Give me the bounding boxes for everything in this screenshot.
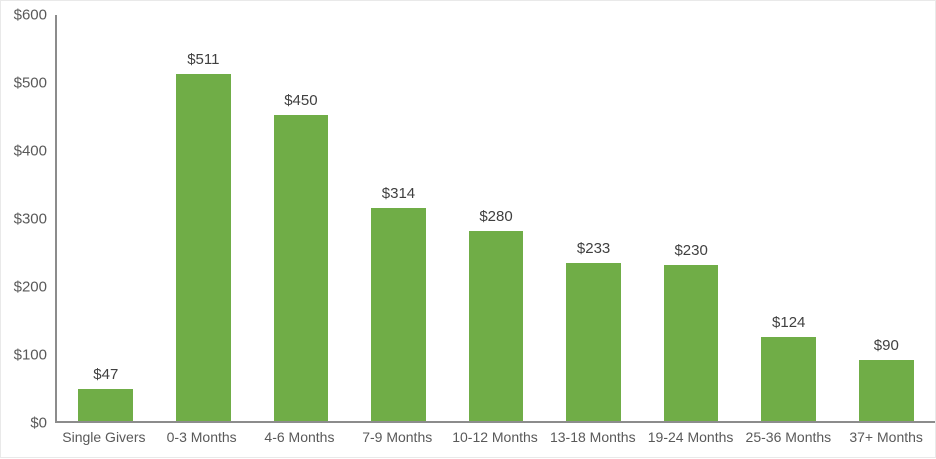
bar — [273, 115, 329, 421]
bar — [371, 207, 426, 421]
x-category-label: 25-36 Months — [745, 429, 832, 445]
bar-slot: $314 — [350, 15, 448, 421]
bar — [176, 73, 231, 421]
bar-series: $47 $511 $450 $314 $280 $233 $230 $124 $90 — [57, 15, 935, 421]
y-tick-label: $500 — [13, 74, 47, 92]
x-axis: Single Givers 0-3 Months 4-6 Months 7-9 Mon… — [55, 429, 935, 445]
x-category-label: 4-6 Months — [264, 429, 335, 445]
bar — [761, 336, 817, 421]
bar-slot: $47 — [57, 15, 155, 421]
plot-area: $47 $511 $450 $314 $280 $233 $230 $124 $90 — [55, 15, 935, 423]
bar-slot: $511 — [155, 15, 253, 421]
bar-value-label: $124 — [772, 313, 806, 331]
bar-slot: $280 — [447, 15, 545, 421]
x-category-label: 13-18 Months — [549, 429, 636, 445]
bar-value-label: $450 — [284, 92, 318, 109]
bar — [858, 359, 914, 421]
y-tick-label: $200 — [13, 278, 47, 296]
x-category-label: 0-3 Months — [166, 429, 237, 445]
y-tick-label: $100 — [13, 346, 47, 364]
bar — [468, 230, 524, 421]
bar-value-label: $511 — [187, 50, 220, 68]
bar-slot: $233 — [545, 15, 643, 421]
bar-slot: $230 — [642, 15, 740, 421]
y-tick-label: $0 — [30, 414, 47, 432]
bar-value-label: $230 — [674, 241, 708, 259]
x-category-label: 37+ Months — [849, 429, 923, 445]
bar — [78, 389, 134, 421]
x-category-label: 10-12 Months — [452, 429, 538, 445]
y-tick-label: $600 — [13, 6, 47, 24]
x-category-label: 7-9 Months — [362, 429, 433, 445]
bar-value-label: $314 — [381, 184, 416, 202]
y-tick-label: $300 — [13, 210, 47, 228]
bar-value-label: $47 — [93, 366, 119, 383]
bar-value-label: $90 — [873, 336, 899, 354]
y-tick-label: $400 — [13, 142, 47, 160]
bar-slot: $450 — [252, 15, 350, 421]
bar-slot: $90 — [838, 15, 936, 421]
x-category-label: Single Givers — [62, 429, 146, 445]
bar — [663, 264, 719, 421]
bar — [566, 262, 621, 421]
y-axis: $0 $100 $200 $300 $400 $500 $600 — [1, 1, 47, 459]
bar-value-label: $233 — [576, 239, 611, 257]
x-category-label: 19-24 Months — [647, 429, 734, 445]
bar-slot: $124 — [740, 15, 838, 421]
bar-value-label: $280 — [479, 207, 513, 225]
